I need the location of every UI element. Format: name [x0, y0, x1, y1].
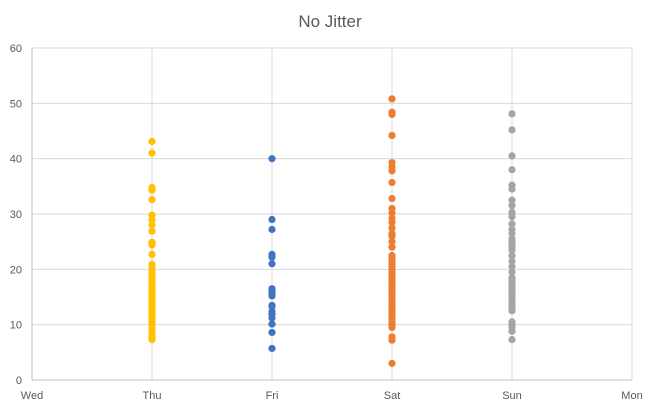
data-point-sat	[388, 214, 396, 223]
data-point-thu	[148, 250, 156, 258]
y-tick-label: 50	[10, 98, 22, 110]
data-point-sat	[388, 333, 396, 341]
data-point-sun	[508, 181, 516, 189]
data-point-sun	[508, 126, 516, 134]
data-point-fri	[268, 328, 276, 337]
data-points	[148, 95, 516, 367]
data-point-fri	[268, 260, 276, 268]
data-point-thu	[148, 211, 156, 219]
data-point-sat	[388, 229, 396, 237]
data-point-fri	[268, 250, 276, 258]
chart-title: No Jitter	[298, 12, 362, 31]
data-point-sun	[508, 220, 516, 228]
data-point-thu	[148, 149, 156, 157]
data-point-sun	[508, 110, 516, 118]
y-tick-label: 20	[10, 264, 22, 276]
data-point-sat	[388, 158, 396, 167]
data-point-sat	[388, 224, 396, 232]
data-point-sun	[508, 202, 516, 210]
data-point-thu	[148, 221, 156, 229]
data-point-sun	[508, 336, 516, 344]
data-point-sun	[508, 262, 516, 271]
data-point-sat	[388, 108, 396, 116]
data-point-sun	[508, 274, 516, 282]
y-tick-label: 0	[16, 375, 22, 387]
data-point-thu	[148, 260, 156, 268]
grid-lines	[32, 47, 633, 380]
data-point-thu	[148, 183, 156, 192]
data-point-thu	[148, 196, 156, 204]
data-point-sun	[508, 166, 516, 174]
y-tick-label: 30	[10, 209, 22, 221]
data-point-sun	[508, 196, 516, 204]
x-tick-label: Thu	[143, 390, 162, 402]
data-point-fri	[268, 320, 276, 328]
data-point-fri	[268, 285, 276, 293]
data-point-sun	[508, 268, 516, 276]
data-point-fri	[268, 215, 276, 224]
y-tick-label: 40	[10, 154, 22, 166]
data-point-sat	[388, 131, 396, 140]
axes	[31, 48, 632, 381]
data-point-sun	[508, 225, 516, 234]
x-tick-label: Mon	[621, 390, 642, 402]
data-point-fri	[268, 155, 276, 163]
data-point-sat	[388, 238, 396, 246]
y-tick-label: 60	[10, 43, 22, 55]
data-point-sat	[388, 204, 396, 213]
data-point-sun	[508, 251, 516, 260]
data-point-thu	[148, 227, 156, 235]
data-point-sat	[388, 251, 396, 260]
data-point-fri	[268, 307, 276, 315]
data-point-sat	[388, 95, 396, 103]
data-point-sun	[508, 257, 516, 265]
data-point-thu	[148, 137, 156, 146]
data-point-thu	[148, 238, 156, 246]
x-tick-label: Wed	[21, 390, 43, 402]
y-tick-label: 10	[10, 320, 22, 332]
x-tick-label: Sat	[384, 390, 401, 402]
y-axis-ticks: 0 10 20 30 40 50 60	[10, 43, 22, 387]
x-axis-ticks: Wed Thu Fri Sat Sun Mon	[21, 390, 643, 402]
data-point-sun	[508, 208, 516, 216]
data-point-fri	[268, 344, 276, 353]
data-point-sun	[508, 152, 516, 160]
data-point-sun	[508, 235, 516, 243]
data-point-sat	[388, 178, 396, 187]
data-point-sat	[388, 359, 396, 367]
data-point-sat	[388, 194, 396, 203]
data-point-sat	[388, 243, 396, 251]
data-point-fri	[268, 225, 276, 234]
data-point-fri	[268, 301, 276, 309]
x-tick-label: Sun	[502, 390, 522, 402]
x-tick-label: Fri	[266, 390, 279, 402]
data-point-sun	[508, 318, 516, 326]
